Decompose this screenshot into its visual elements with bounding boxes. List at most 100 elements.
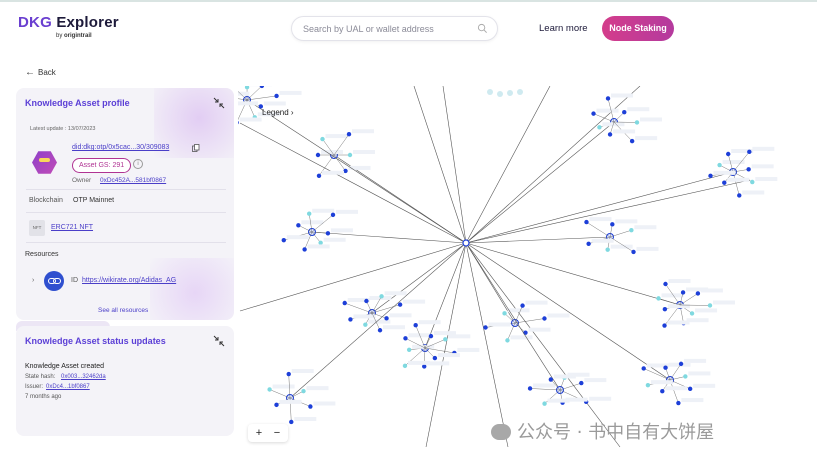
node-staking-button[interactable]: Node Staking xyxy=(602,16,674,41)
graph-node[interactable] xyxy=(325,231,331,236)
graph-node[interactable] xyxy=(406,347,412,353)
graph-node[interactable] xyxy=(527,386,533,391)
graph-node[interactable] xyxy=(347,152,353,158)
graph-node[interactable] xyxy=(307,211,312,216)
graph-node[interactable] xyxy=(443,337,448,342)
graph-node[interactable] xyxy=(507,90,513,96)
graph-node[interactable] xyxy=(689,311,695,316)
graph-node[interactable] xyxy=(607,132,613,137)
graph-node[interactable] xyxy=(364,298,369,304)
graph-node[interactable] xyxy=(330,212,336,218)
graph-node[interactable] xyxy=(631,249,636,255)
chevron-right-icon[interactable]: › xyxy=(32,277,35,284)
graph-node[interactable] xyxy=(348,317,353,322)
graph-node[interactable] xyxy=(707,303,713,308)
graph-node[interactable] xyxy=(584,219,589,225)
graph-node[interactable] xyxy=(523,330,528,335)
graph-node[interactable] xyxy=(645,382,651,388)
graph-node[interactable] xyxy=(676,400,681,406)
graph-node[interactable] xyxy=(497,91,503,97)
graph-node[interactable] xyxy=(505,338,510,343)
graph-node[interactable] xyxy=(259,86,265,89)
graph-node[interactable] xyxy=(520,303,525,308)
graph-node[interactable] xyxy=(302,247,307,252)
graph-node[interactable] xyxy=(308,404,313,409)
resource-id-link[interactable]: https://wikirate.org/Adidas_AG xyxy=(82,277,177,284)
graph-node[interactable] xyxy=(605,247,610,252)
graph-node[interactable] xyxy=(274,93,279,99)
graph-node[interactable] xyxy=(274,402,279,408)
graph-node[interactable] xyxy=(428,333,434,339)
knowledge-graph[interactable] xyxy=(238,86,798,448)
collapse-icon[interactable] xyxy=(213,335,225,347)
zoom-in-button[interactable]: + xyxy=(255,427,263,439)
search-input[interactable]: Search by UAL or wallet address xyxy=(291,16,498,41)
graph-node[interactable] xyxy=(346,132,352,137)
back-link[interactable]: ← Back xyxy=(25,67,56,78)
info-icon[interactable]: i xyxy=(133,159,143,169)
graph-node[interactable] xyxy=(316,173,322,178)
graph-center-node[interactable] xyxy=(462,239,470,247)
graph-node[interactable] xyxy=(487,89,493,95)
see-all-resources-link[interactable]: See all resources xyxy=(98,307,149,314)
graph-node[interactable] xyxy=(750,179,755,185)
graph-node[interactable] xyxy=(403,336,408,341)
graph-node[interactable] xyxy=(517,89,523,95)
graph-node[interactable] xyxy=(586,241,591,246)
graph-node[interactable] xyxy=(695,291,701,296)
graph-node[interactable] xyxy=(726,151,731,157)
graph-node[interactable] xyxy=(342,300,347,306)
graph-node[interactable] xyxy=(315,152,321,158)
ual-link[interactable]: did:dkg:otp/0x5cac...30/309083 xyxy=(72,144,170,151)
graph-node[interactable] xyxy=(663,281,668,287)
graph-node[interactable] xyxy=(343,168,348,174)
graph-node[interactable] xyxy=(289,419,294,425)
graph-node[interactable] xyxy=(629,138,635,144)
graph-node[interactable] xyxy=(502,311,507,316)
graph-node[interactable] xyxy=(591,111,596,116)
graph-node[interactable] xyxy=(402,363,408,369)
legend-toggle[interactable]: Legend › xyxy=(262,108,294,117)
graph-node[interactable] xyxy=(286,371,291,377)
graph-node[interactable] xyxy=(296,223,301,228)
graph-node[interactable] xyxy=(363,322,368,327)
graph-node[interactable] xyxy=(662,323,667,328)
nft-link[interactable]: ERC721 NFT xyxy=(51,224,94,231)
graph-node[interactable] xyxy=(717,162,722,168)
graph-node[interactable] xyxy=(548,377,554,382)
learn-more-link[interactable]: Learn more xyxy=(539,23,588,34)
graph-node[interactable] xyxy=(683,374,688,379)
owner-link[interactable]: 0xDc452A...581bf0867 xyxy=(100,177,167,184)
graph-node[interactable] xyxy=(413,322,418,328)
copy-icon[interactable] xyxy=(192,144,200,152)
graph-node[interactable] xyxy=(737,193,742,198)
graph-node[interactable] xyxy=(746,167,751,172)
graph-node[interactable] xyxy=(432,355,438,361)
graph-node[interactable] xyxy=(629,228,634,233)
graph-node[interactable] xyxy=(634,120,640,125)
graph-node[interactable] xyxy=(301,388,306,394)
graph-node[interactable] xyxy=(747,149,752,155)
graph-node[interactable] xyxy=(622,109,627,115)
graph-node[interactable] xyxy=(662,306,668,312)
graph-node[interactable] xyxy=(579,380,584,386)
graph-node[interactable] xyxy=(605,96,611,101)
graph-node[interactable] xyxy=(656,296,661,301)
graph-node[interactable] xyxy=(258,104,264,109)
graph-node[interactable] xyxy=(318,240,323,245)
graph-node[interactable] xyxy=(422,364,427,369)
graph-node[interactable] xyxy=(384,316,389,321)
graph-node[interactable] xyxy=(610,222,615,227)
graph-node[interactable] xyxy=(660,389,665,394)
graph-node[interactable] xyxy=(483,325,488,330)
graph-node[interactable] xyxy=(597,125,602,130)
graph-node[interactable] xyxy=(320,136,325,142)
graph-node[interactable] xyxy=(680,290,686,295)
graph-node[interactable] xyxy=(238,120,239,125)
graph-node[interactable] xyxy=(542,401,547,406)
graph-node[interactable] xyxy=(542,316,547,321)
graph-node[interactable] xyxy=(722,180,727,185)
graph-node[interactable] xyxy=(377,328,383,333)
issuer-link[interactable]: 0xDc4...1bf0867 xyxy=(46,384,90,390)
graph-node[interactable] xyxy=(281,237,286,243)
